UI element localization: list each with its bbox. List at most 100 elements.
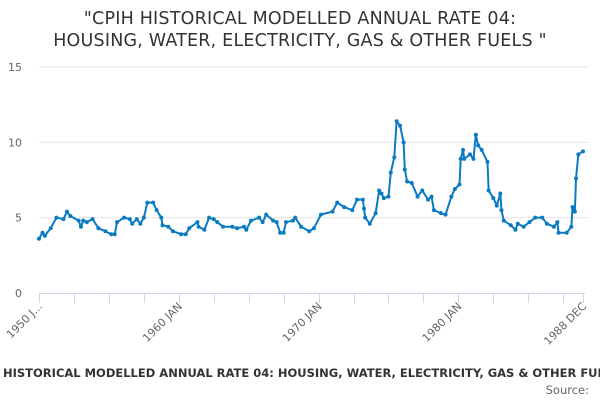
data-point bbox=[330, 209, 335, 214]
data-point bbox=[491, 196, 496, 201]
y-tick-label: 5 bbox=[15, 212, 22, 225]
data-point bbox=[274, 220, 279, 225]
data-point bbox=[78, 224, 83, 229]
data-point bbox=[195, 220, 200, 225]
x-tick-label: 1970 JAN bbox=[280, 300, 325, 345]
data-point bbox=[264, 212, 269, 217]
data-point bbox=[452, 187, 457, 192]
data-point bbox=[202, 227, 207, 232]
data-point bbox=[471, 156, 476, 161]
data-point bbox=[540, 215, 545, 220]
data-point bbox=[367, 221, 372, 226]
y-tick-label: 15 bbox=[8, 61, 22, 74]
data-point bbox=[115, 220, 120, 225]
data-point bbox=[360, 197, 365, 202]
data-point bbox=[170, 229, 175, 234]
data-point bbox=[127, 217, 132, 222]
data-point bbox=[134, 217, 139, 222]
data-point bbox=[215, 220, 220, 225]
data-point bbox=[283, 220, 288, 225]
data-point bbox=[90, 217, 95, 222]
data-point bbox=[37, 236, 41, 241]
data-point bbox=[244, 227, 249, 232]
data-point bbox=[307, 229, 312, 234]
data-point bbox=[420, 188, 425, 193]
data-point bbox=[221, 224, 226, 229]
data-point bbox=[381, 196, 386, 201]
data-point bbox=[461, 147, 466, 152]
data-point bbox=[556, 230, 561, 235]
data-point bbox=[486, 188, 491, 193]
data-point bbox=[388, 170, 393, 175]
data-point bbox=[293, 215, 298, 220]
gridlines bbox=[39, 66, 589, 219]
data-point bbox=[196, 224, 201, 229]
data-point bbox=[476, 143, 481, 148]
data-point bbox=[235, 226, 240, 231]
data-point bbox=[350, 208, 355, 213]
data-point bbox=[48, 226, 53, 231]
data-point bbox=[551, 224, 556, 229]
data-point bbox=[183, 232, 188, 237]
data-point bbox=[64, 209, 69, 214]
data-point bbox=[438, 211, 443, 216]
data-point bbox=[211, 217, 216, 222]
data-point bbox=[468, 152, 473, 157]
data-point bbox=[103, 229, 108, 234]
data-point bbox=[429, 194, 434, 199]
x-tick-label: 1988 DEC bbox=[541, 300, 589, 348]
series-title: HISTORICAL MODELLED ANNUAL RATE 04: HOUS… bbox=[3, 366, 600, 380]
data-point bbox=[130, 221, 135, 226]
data-point bbox=[426, 197, 431, 202]
data-point bbox=[581, 149, 585, 154]
data-point bbox=[394, 119, 399, 124]
data-point bbox=[494, 203, 499, 208]
data-point bbox=[479, 147, 484, 152]
data-point bbox=[498, 191, 503, 196]
data-point bbox=[242, 224, 247, 229]
data-point bbox=[392, 155, 397, 160]
data-point bbox=[355, 197, 360, 202]
chart-title: "CPIH HISTORICAL MODELLED ANNUAL RATE 04… bbox=[53, 9, 547, 51]
data-point bbox=[84, 220, 89, 225]
data-point bbox=[379, 191, 384, 196]
data-point bbox=[299, 224, 304, 229]
data-point bbox=[405, 179, 410, 184]
data-point bbox=[373, 211, 378, 216]
data-point bbox=[402, 167, 407, 172]
series bbox=[37, 119, 585, 241]
y-tick-label: 10 bbox=[8, 136, 22, 149]
data-point bbox=[76, 218, 81, 223]
data-point bbox=[386, 194, 391, 199]
data-point bbox=[112, 232, 117, 237]
data-point bbox=[570, 205, 575, 210]
data-point bbox=[533, 215, 538, 220]
data-point bbox=[278, 230, 283, 235]
data-point bbox=[54, 215, 59, 220]
data-point bbox=[515, 221, 520, 226]
data-point bbox=[290, 218, 295, 223]
series-line bbox=[38, 120, 584, 240]
x-tick-label: 1980 JAN bbox=[420, 300, 465, 345]
data-point bbox=[187, 226, 192, 231]
data-point bbox=[409, 181, 414, 186]
data-point bbox=[138, 221, 143, 226]
data-point bbox=[499, 208, 504, 213]
data-point bbox=[513, 227, 518, 232]
data-point bbox=[508, 223, 513, 228]
data-point bbox=[521, 224, 526, 229]
data-point bbox=[318, 212, 323, 217]
data-point bbox=[457, 182, 462, 187]
data-point bbox=[544, 221, 549, 226]
data-point bbox=[527, 220, 532, 225]
data-point bbox=[449, 194, 454, 199]
data-point bbox=[572, 209, 577, 214]
data-point bbox=[109, 232, 114, 237]
data-point bbox=[398, 123, 403, 128]
data-point bbox=[166, 224, 171, 229]
data-point bbox=[473, 132, 478, 137]
data-point bbox=[311, 226, 316, 231]
y-axis: 0 5 10 15 bbox=[8, 61, 22, 300]
data-point bbox=[443, 212, 448, 217]
